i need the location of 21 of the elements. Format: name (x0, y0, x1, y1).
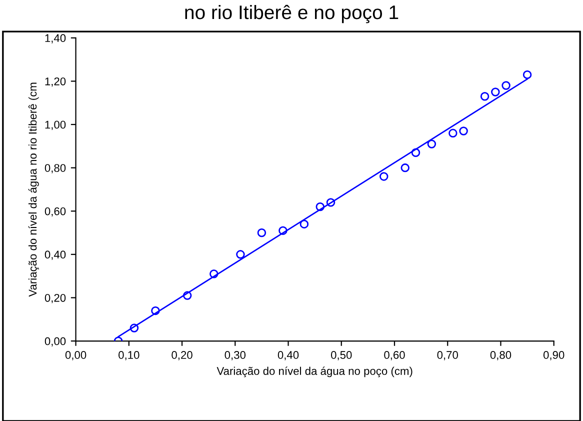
y-tick-label: 0,20 (44, 294, 66, 304)
x-tick-label: 0,00 (65, 351, 86, 360)
x-tick-label: 0,60 (384, 351, 405, 360)
x-axis-title: Variação do nível da água no poço (cm) (216, 366, 412, 378)
y-tick-label: 0,80 (44, 164, 66, 174)
x-tick-label: 0,10 (118, 351, 140, 360)
chart-title: no rio Itiberê e no poço 1 (185, 4, 398, 24)
y-tick-label: 1,20 (45, 77, 66, 87)
y-tick-label: 0,60 (44, 207, 66, 217)
x-tick-label: 0,80 (490, 351, 512, 360)
y-tick-label: 0,00 (44, 337, 66, 346)
y-tick-label: 1,00 (45, 120, 66, 130)
x-tick-label: 0,40 (278, 351, 299, 360)
y-axis-title: Variação do nível da água no rio Itiberê (cm (28, 82, 39, 297)
x-tick-label: 0,30 (224, 351, 246, 360)
x-tick-label: 0,50 (331, 351, 352, 360)
x-tick-label: 0,20 (172, 351, 192, 360)
y-tick-label: 0,40 (44, 250, 66, 260)
x-tick-label: 0,90 (543, 351, 564, 360)
y-tick-label: 1,40 (45, 34, 66, 44)
x-tick-label: 0,70 (437, 351, 458, 360)
